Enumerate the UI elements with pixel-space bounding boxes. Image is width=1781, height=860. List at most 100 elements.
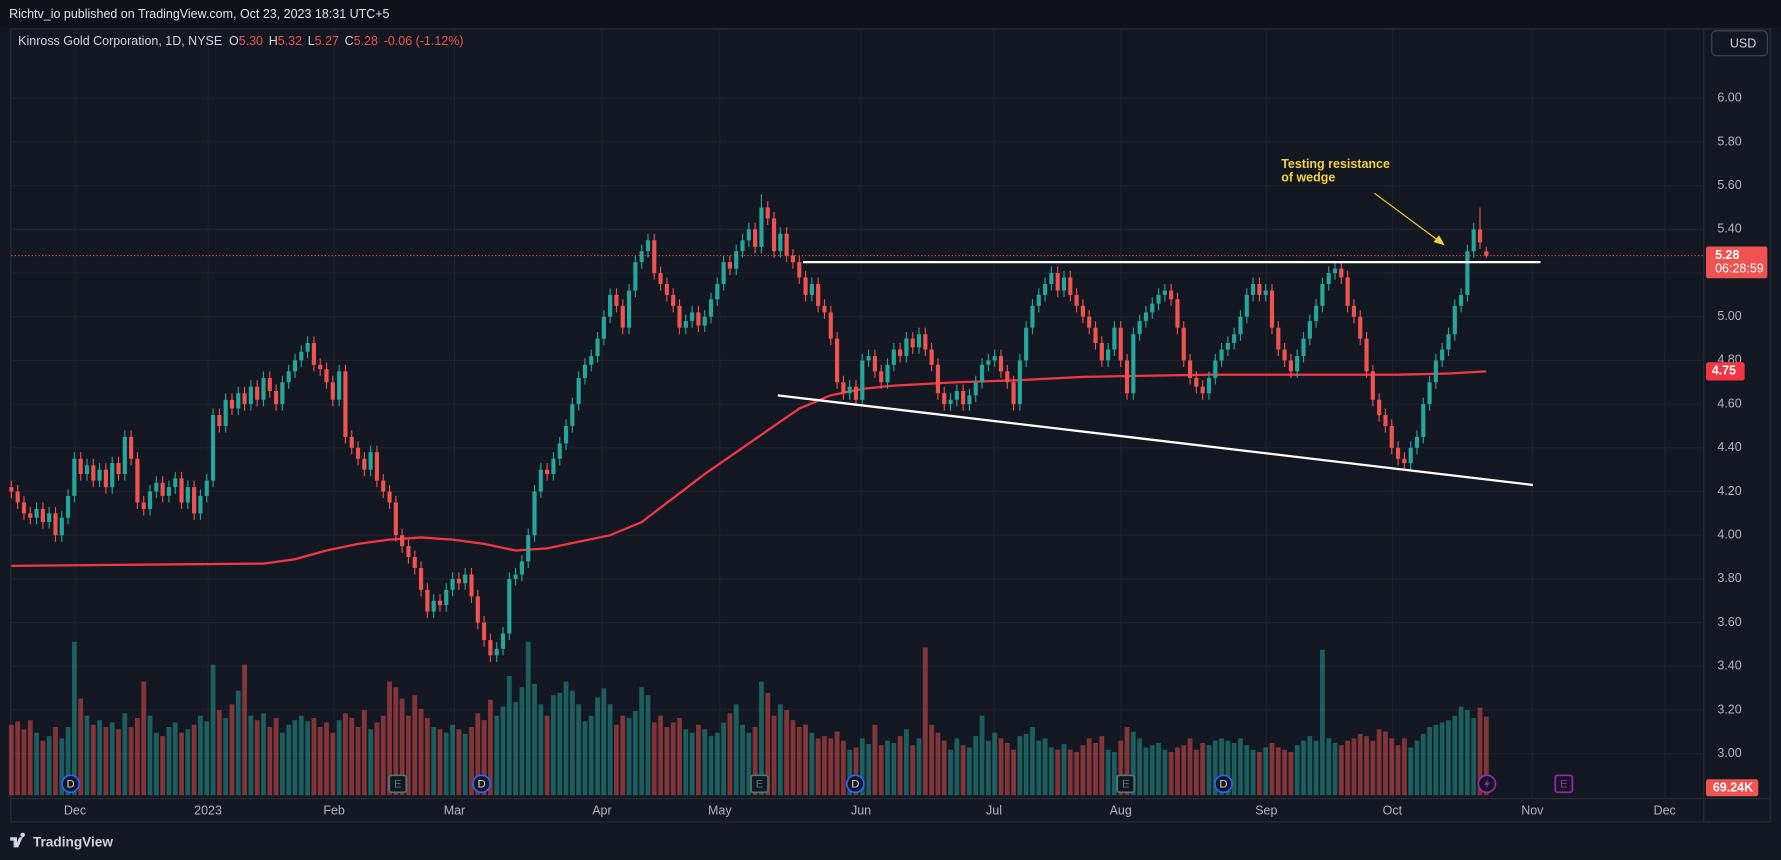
volume-bar: [324, 722, 329, 796]
candle-body: [891, 349, 896, 365]
volume-bar: [759, 681, 764, 796]
candle-body: [1206, 377, 1212, 394]
candle-body: [1269, 290, 1275, 328]
event-marker: [61, 774, 80, 794]
candle-body: [141, 502, 146, 509]
annotation-arrowhead: [1433, 235, 1445, 246]
candle-body: [954, 391, 959, 400]
candle-body: [683, 321, 688, 328]
currency-button[interactable]: [1711, 30, 1768, 57]
volume-bar: [885, 740, 890, 796]
ma-label: 4.75: [1712, 364, 1736, 378]
candle-body: [658, 273, 663, 284]
volume-bar: [1175, 747, 1180, 796]
ohlc-key: O: [229, 34, 239, 48]
volume-bar: [727, 713, 733, 796]
volume-bar: [803, 724, 808, 796]
candle-body: [1093, 327, 1098, 343]
candle-body: [1402, 458, 1407, 464]
volume-bar: [374, 722, 380, 796]
price-change: -0.06 (-1.12%): [384, 34, 464, 48]
candle-body: [645, 240, 651, 252]
candle-body: [1143, 312, 1149, 322]
candle-body: [1099, 342, 1104, 361]
currency-label[interactable]: USD: [1730, 37, 1756, 51]
volume-bar: [601, 688, 607, 796]
volume-bar: [84, 715, 90, 796]
candle-body: [1187, 360, 1193, 378]
y-tick-label: 4.00: [1717, 528, 1741, 542]
candle-body: [21, 502, 27, 514]
volume-bar: [954, 738, 960, 796]
candle-body: [626, 290, 632, 328]
candle-body: [286, 371, 291, 383]
candle-body: [355, 447, 361, 459]
volume-bar: [1099, 736, 1105, 796]
candle-body: [444, 589, 449, 606]
volume-bar: [998, 738, 1004, 796]
volume-bar: [891, 742, 897, 796]
volume-bar: [223, 717, 229, 796]
y-tick-label: 5.40: [1717, 222, 1741, 236]
volume-bar: [1231, 742, 1237, 796]
volume-bar: [1030, 727, 1035, 796]
volume-bar: [683, 729, 689, 796]
volume-bar: [15, 721, 21, 796]
candle-body: [961, 391, 966, 405]
volume-bar: [1244, 745, 1250, 796]
candle-body: [1061, 277, 1067, 291]
volume-pane: [8, 641, 1489, 796]
candle-body: [1181, 327, 1186, 361]
volume-bar: [645, 695, 651, 796]
candle-body: [1440, 349, 1445, 361]
volume-bar: [1055, 749, 1061, 796]
candle-body: [248, 386, 253, 405]
candle-body: [1251, 283, 1256, 295]
candle-body: [500, 633, 506, 649]
y-tick-label: 3.80: [1717, 571, 1741, 585]
volume-bar: [1206, 745, 1212, 796]
y-tick-label: 4.40: [1717, 440, 1741, 454]
event-marker: [750, 774, 769, 794]
volume-bar: [153, 732, 159, 796]
x-tick-label: Dec: [1654, 803, 1676, 817]
volume-bar: [538, 704, 544, 796]
candle-body: [78, 458, 83, 475]
moving-average-layer: [11, 370, 1487, 567]
volume-badge: [1706, 779, 1759, 797]
volume-bar: [185, 729, 191, 796]
volume-bar: [696, 724, 701, 796]
volume-bar: [935, 732, 941, 796]
event-label: E: [756, 778, 764, 790]
volume-bar: [1433, 724, 1439, 796]
candle-body: [337, 371, 342, 400]
candle-body: [469, 574, 474, 597]
volume-bar: [979, 715, 985, 796]
volume-bar: [1212, 740, 1218, 796]
candle-body: [1459, 294, 1464, 306]
volume-bar: [1042, 738, 1048, 796]
volume-bar: [1004, 742, 1010, 796]
volume-bar: [1401, 738, 1407, 796]
candle-body: [229, 399, 235, 409]
x-tick-label: Jun: [851, 803, 871, 817]
candle-body: [784, 233, 789, 256]
volume-bar: [960, 745, 966, 796]
volume-bar: [65, 727, 71, 796]
volume-bar: [1294, 745, 1300, 796]
candle-body: [1169, 290, 1174, 300]
volume-bar: [1288, 752, 1294, 796]
candle-body: [790, 255, 796, 263]
volume-bar: [456, 729, 462, 796]
volume-bar: [418, 708, 424, 796]
candle-body: [822, 305, 827, 313]
candle-body: [1232, 334, 1237, 343]
x-tick-label: Oct: [1383, 803, 1403, 817]
candle-body: [1156, 294, 1161, 304]
candle-body: [1345, 277, 1350, 306]
volume-bar: [771, 715, 777, 796]
volume-bar: [443, 732, 449, 796]
candle-body: [771, 218, 777, 252]
candle-body: [494, 648, 499, 656]
candle-body: [1465, 251, 1470, 295]
